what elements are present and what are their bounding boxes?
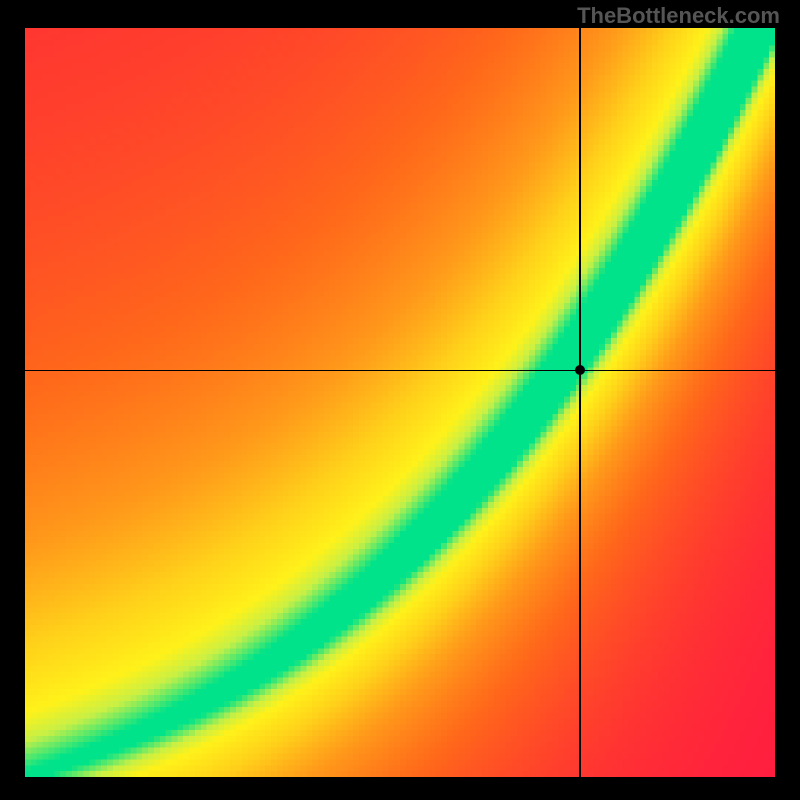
crosshair-marker-dot — [575, 365, 585, 375]
crosshair-horizontal — [25, 370, 775, 372]
bottleneck-heatmap — [25, 28, 775, 777]
chart-container: { "attribution": { "text": "TheBottlenec… — [0, 0, 800, 800]
crosshair-vertical — [579, 28, 581, 777]
attribution-watermark: TheBottleneck.com — [577, 3, 780, 29]
